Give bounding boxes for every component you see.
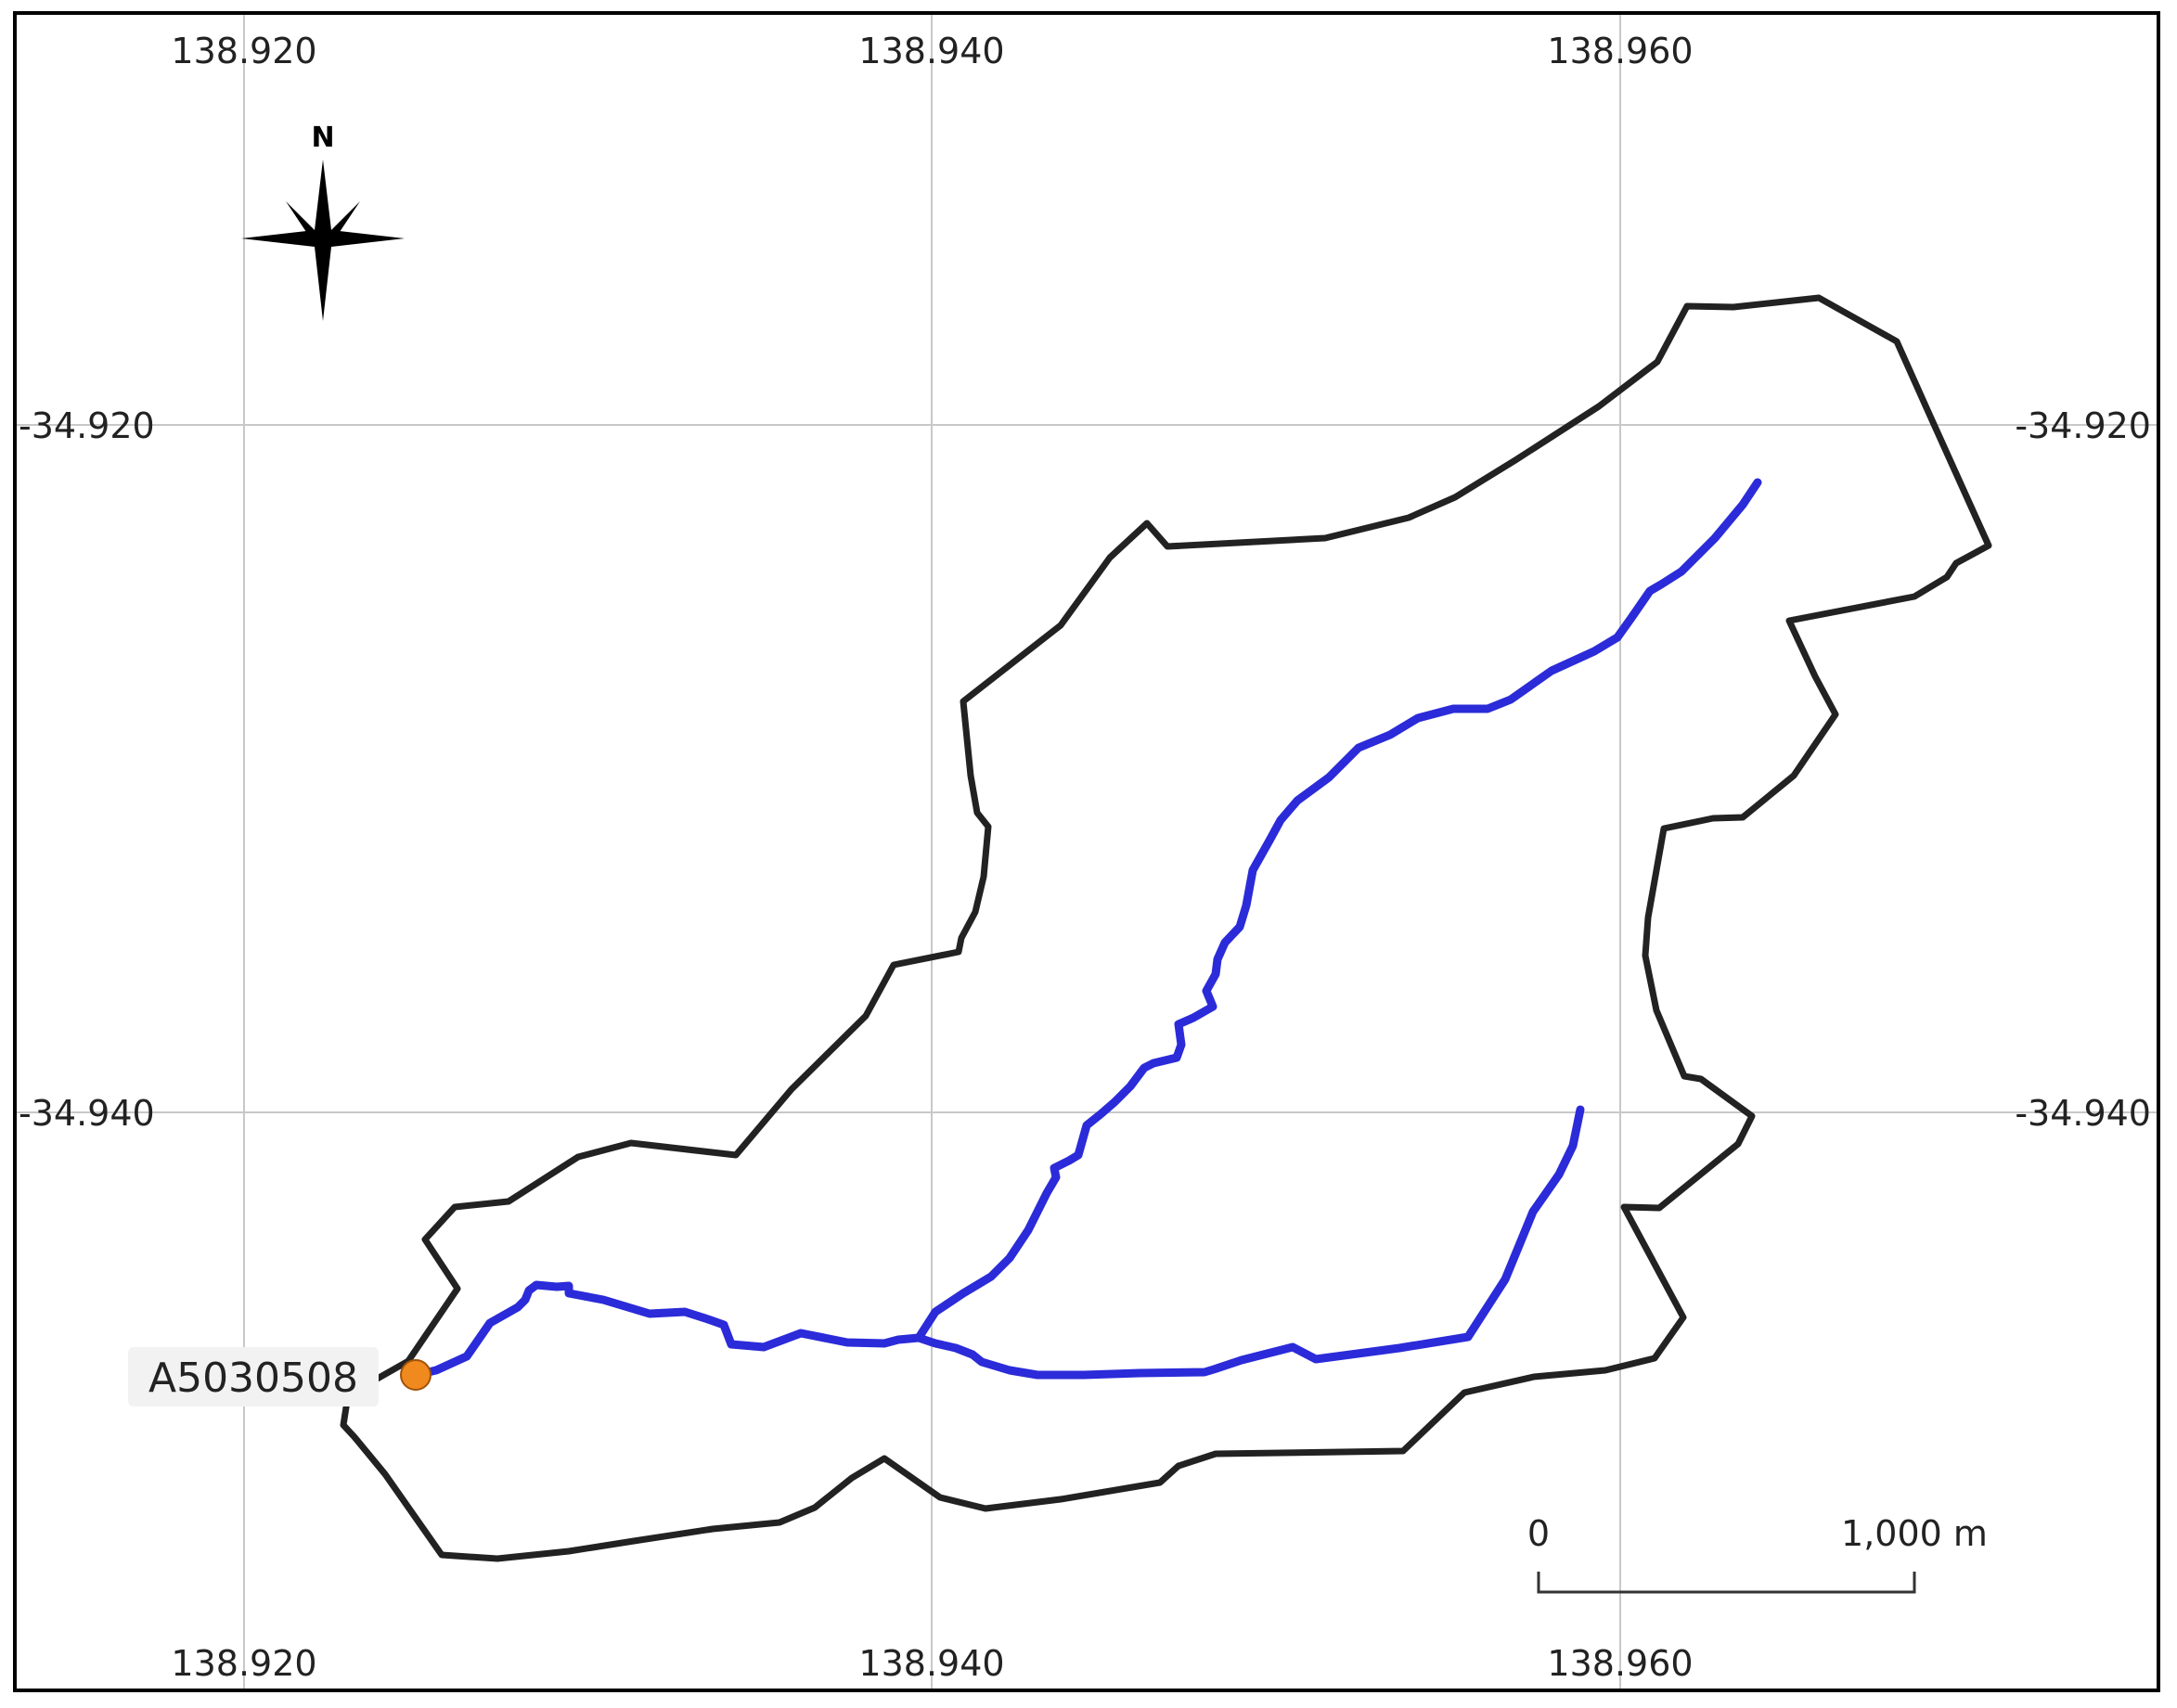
station-marker[interactable] <box>400 1359 432 1391</box>
north-label: N <box>311 122 334 154</box>
scale-end-label: 1,000 m <box>1841 1513 1988 1554</box>
north-arrow: N <box>241 122 405 321</box>
latitude-labels-right: -34.920 -34.940 <box>2015 405 2151 1134</box>
lat-label-left: -34.920 <box>19 405 155 446</box>
stream-north-tributary <box>914 478 1762 1342</box>
scale-bar: 0 1,000 m <box>1527 1513 1988 1594</box>
longitude-labels-bottom: 138.920 138.940 138.960 <box>171 1643 1693 1684</box>
compass-diagonal-icon <box>286 201 360 276</box>
lon-label-top: 138.960 <box>1547 31 1693 71</box>
lon-label-bottom: 138.920 <box>171 1643 316 1684</box>
lon-label-top: 138.920 <box>171 31 316 71</box>
stream-network <box>411 478 1762 1380</box>
lat-label-right: -34.940 <box>2015 1093 2151 1134</box>
gauging-station[interactable]: A5030508 <box>128 1347 432 1406</box>
longitude-labels-top: 138.920 138.940 138.960 <box>171 31 1693 71</box>
graticule <box>17 15 2157 1689</box>
lon-label-top: 138.940 <box>858 31 1004 71</box>
map-canvas: 138.920 138.940 138.960 138.920 138.940 … <box>17 15 2157 1689</box>
catchment-boundary <box>340 294 1992 1562</box>
lat-label-right: -34.920 <box>2015 405 2151 446</box>
stream-main-channel <box>411 1105 1585 1380</box>
lat-label-left: -34.940 <box>19 1093 155 1134</box>
scale-start-label: 0 <box>1527 1513 1550 1554</box>
lon-label-bottom: 138.960 <box>1547 1643 1693 1684</box>
lon-label-bottom: 138.940 <box>858 1643 1004 1684</box>
latitude-labels-left: -34.920 -34.940 <box>19 405 155 1134</box>
map-frame: 138.920 138.940 138.960 138.920 138.940 … <box>13 11 2160 1692</box>
compass-star-icon <box>241 160 405 321</box>
station-label-background <box>128 1347 379 1406</box>
scale-bar-line <box>1537 1572 1916 1594</box>
station-label: A5030508 <box>148 1355 358 1402</box>
